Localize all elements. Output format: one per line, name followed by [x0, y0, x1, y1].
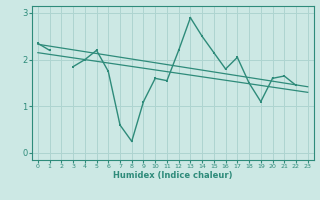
X-axis label: Humidex (Indice chaleur): Humidex (Indice chaleur)	[113, 171, 233, 180]
